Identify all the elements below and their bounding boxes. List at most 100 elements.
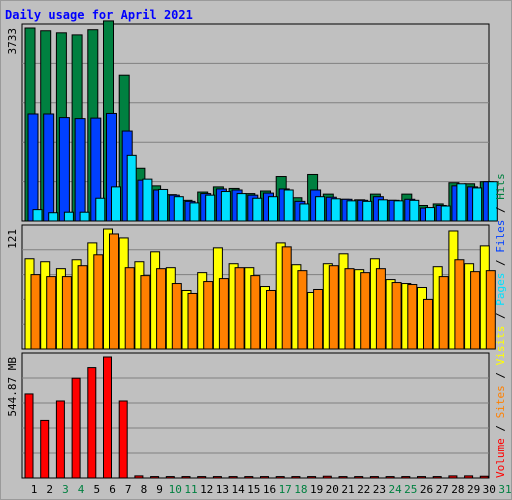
x-tick-label: 4: [78, 483, 85, 496]
pages-bar: [95, 197, 106, 222]
volume-bar: [134, 475, 144, 479]
x-tick-label: 13: [216, 483, 229, 496]
volume-bar: [150, 476, 160, 479]
volume-bar: [228, 476, 238, 479]
pages-bar: [299, 203, 310, 222]
x-tick-label: 11: [184, 483, 197, 496]
x-tick-label: 24: [388, 483, 402, 496]
files-bar: [74, 118, 86, 222]
pages-bar: [205, 194, 216, 222]
pages-bar: [440, 205, 451, 222]
x-tick-label: 18: [294, 483, 307, 496]
legend-sep: /: [494, 365, 507, 385]
pages-bar: [487, 181, 498, 222]
sites-bar: [281, 246, 292, 350]
chart-title: Daily usage for April 2021: [5, 8, 193, 22]
x-tick-label: 15: [247, 483, 260, 496]
sites-bar: [109, 233, 119, 350]
x-tick-label: 17: [279, 483, 292, 496]
x-axis-labels: 1 2 3 4 5 6 7 8 9 10 11 12 13 14 15 16 17 18 19 20 21 22 23 24 2…: [31, 483, 512, 496]
pages-bar: [283, 189, 294, 222]
x-tick-label: 7: [125, 483, 132, 496]
pages-bar: [111, 186, 121, 222]
sites-bar: [171, 283, 182, 350]
volume-bar: [432, 476, 442, 479]
x-tick-label: 29: [467, 483, 480, 496]
sites-bar: [77, 265, 88, 350]
volume-bar: [448, 475, 458, 479]
x-tick-label: 6: [109, 483, 116, 496]
x-tick-label: 1: [31, 483, 38, 496]
legend: Volume / Sites / Visits / Pages / Files …: [494, 173, 507, 478]
files-bar: [43, 113, 55, 222]
volume-bar: [212, 476, 222, 479]
pages-bar: [220, 191, 231, 222]
pages-bar: [63, 211, 74, 222]
volume-bar: [322, 475, 332, 479]
x-tick-label: 27: [436, 483, 449, 496]
sites-bar: [46, 276, 57, 350]
pages-bar: [236, 193, 247, 222]
sites-bar: [485, 270, 496, 350]
volume-bar: [103, 356, 112, 479]
legend-sites: Sites: [494, 385, 507, 418]
pages-bar: [315, 196, 326, 222]
sites-bar: [313, 288, 324, 350]
hits-files-pages-panel: 3733: [6, 20, 498, 222]
volume-bar: [260, 476, 269, 479]
y-max-label: 121: [6, 229, 19, 249]
volume-bar: [197, 476, 207, 479]
x-tick-label: 23: [373, 483, 386, 496]
legend-pages: Pages: [494, 273, 507, 306]
legend-sep: /: [494, 418, 507, 438]
volume-bar: [55, 400, 65, 479]
pages-bar: [330, 198, 341, 222]
pages-bar: [158, 188, 169, 222]
sites-bar: [407, 284, 418, 350]
sites-bar: [187, 292, 198, 350]
x-tick-label: 10: [169, 483, 182, 496]
pages-bar: [173, 196, 184, 222]
x-tick-label: 9: [156, 483, 163, 496]
pages-bar: [377, 199, 388, 222]
sites-bar: [423, 298, 433, 350]
volume-bar: [307, 476, 317, 479]
volume-bar: [479, 475, 489, 479]
files-bar: [27, 113, 39, 222]
volume-bar: [71, 377, 81, 479]
visits-sites-panel: 121: [6, 224, 496, 350]
x-tick-label: 3: [62, 483, 69, 496]
volume-bar: [24, 393, 34, 479]
pages-bar: [32, 209, 43, 222]
pages-bar: [48, 212, 59, 222]
pages-bar: [126, 154, 137, 222]
sites-bar: [203, 281, 214, 350]
volume-bar: [40, 419, 50, 479]
sites-bar: [438, 276, 449, 350]
volume-bar: [244, 476, 254, 479]
sites-bar: [344, 268, 355, 350]
y-max-label: 544.87 MB: [6, 357, 19, 417]
pages-bar: [346, 200, 357, 222]
pages-bar: [189, 202, 200, 222]
sites-bar: [124, 267, 135, 350]
volume-bar: [87, 367, 97, 479]
legend-hits: Hits: [494, 173, 507, 200]
x-tick-label: 21: [341, 483, 354, 496]
volume-bar: [417, 476, 426, 479]
sites-bar: [140, 275, 151, 350]
sites-bar: [156, 268, 167, 350]
sites-bar: [470, 271, 481, 350]
x-tick-label: 28: [451, 483, 464, 496]
pages-bar: [425, 207, 435, 222]
legend-sep: /: [494, 200, 507, 220]
volume-bar: [354, 476, 364, 479]
volume-bar: [401, 476, 411, 479]
sites-bar: [266, 289, 276, 350]
legend-sep: /: [494, 306, 507, 326]
volume-bar: [181, 476, 191, 479]
x-tick-label: 2: [46, 483, 53, 496]
sites-bar: [250, 275, 261, 350]
x-tick-label: 22: [357, 483, 370, 496]
x-tick-label: 31: [498, 483, 511, 496]
